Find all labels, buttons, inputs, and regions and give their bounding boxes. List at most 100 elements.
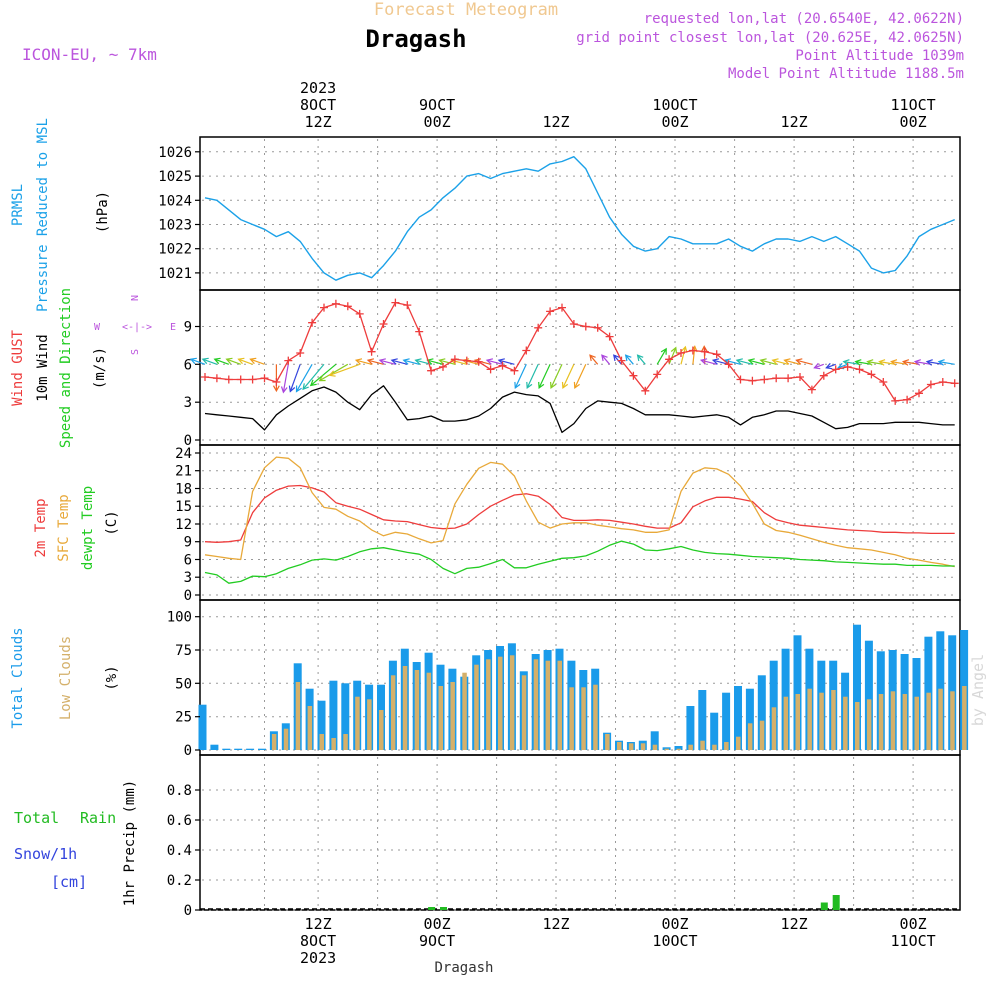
- legend-snow: Snow/1h: [14, 845, 77, 863]
- wind-ytick-1: 3: [184, 395, 192, 411]
- gust-marker-44: [724, 360, 733, 369]
- wind-arrow-shaft-18: [403, 359, 420, 365]
- legend-total: Total: [14, 809, 59, 827]
- wind-arrow-head-60: [901, 359, 910, 366]
- gust-marker-50: [796, 373, 804, 381]
- low-cloud-bar-44: [724, 742, 729, 750]
- wind-direction-arrow-35: [612, 354, 622, 365]
- bottom-time-label-2-0: 12Z: [542, 915, 569, 933]
- wind-arrow-head-42: [700, 345, 708, 352]
- wind-direction-arrow-58: [878, 359, 896, 366]
- temperature-ytick-2: 6: [184, 553, 192, 569]
- wind-arrow-head-28: [526, 381, 533, 390]
- gust-marker-34: [605, 332, 614, 341]
- wind-arrow-shaft-5: [250, 358, 265, 365]
- wind-direction-arrow-55: [842, 359, 860, 366]
- low-cloud-bar-32: [581, 687, 586, 750]
- pressure-ytick-1: 1022: [158, 242, 192, 258]
- top-time-label-0-0: 2023: [300, 79, 336, 97]
- wind-arrow-shaft-47: [748, 359, 765, 365]
- wind-arrow-shaft-27: [514, 364, 527, 389]
- compass-e: E: [170, 322, 176, 333]
- low-cloud-bar-61: [926, 692, 931, 750]
- gust-marker-58: [891, 396, 900, 405]
- wind-arrow-head-37: [636, 354, 644, 362]
- top-time-label-1-0: 9OCT: [419, 96, 455, 114]
- low-cloud-bar-16: [390, 675, 396, 750]
- rain-bar-3: [832, 895, 840, 910]
- bottom-time-label-0-2: 2023: [300, 949, 336, 967]
- wind-arrow-shaft-1: [202, 358, 218, 365]
- wind-direction-arrow-63: [937, 359, 955, 366]
- precip-ylabels: 1hr Precip (mm) Total Rain Snow/1h [cm]: [14, 780, 138, 906]
- wind-arrow-shaft-28: [526, 364, 539, 389]
- total-cloud-bar-56: [864, 640, 873, 750]
- wind-arrow-shaft-8: [289, 364, 301, 392]
- wind-arrow-head-16: [378, 358, 386, 365]
- gust-marker-7: [284, 356, 293, 365]
- low-cloud-bar-27: [521, 675, 527, 750]
- wind-arrow-head-50: [783, 358, 791, 365]
- wind-arrow-shaft-29: [538, 364, 551, 389]
- low-cloud-bar-34: [605, 734, 610, 750]
- bottom-time-label-3-1: 10OCT: [652, 932, 697, 950]
- precip-ytick-0: 0: [184, 903, 192, 919]
- wind-arrow-shaft-62: [926, 361, 943, 365]
- wind-ylabel-unit: (m/s): [92, 347, 108, 389]
- wind-arrow-head-63: [937, 359, 945, 366]
- wind-arrow-shaft-43: [701, 359, 717, 365]
- gust-marker-1: [212, 374, 221, 383]
- temperature-ytick-8: 24: [175, 446, 192, 462]
- wind-direction-arrow-28: [526, 364, 539, 390]
- wind-arrow-head-2: [213, 357, 221, 365]
- top-time-label-3-1: 00Z: [661, 113, 688, 131]
- temp-line-1: [204, 456, 955, 568]
- wind-arrow-shaft-56: [855, 361, 872, 365]
- gust-marker-60: [915, 389, 923, 398]
- wind-arrow-head-39: [670, 346, 678, 354]
- low-cloud-bar-47: [759, 720, 765, 750]
- gust-marker-25: [498, 361, 507, 370]
- wind-arrow-shaft-21: [439, 359, 456, 365]
- total-cloud-bar-0: [198, 704, 207, 750]
- wind-arrow-head-51: [795, 358, 803, 365]
- wind-arrow-shaft-46: [736, 359, 753, 365]
- wind-arrow-shaft-25: [486, 359, 503, 365]
- gust-marker-17: [403, 301, 412, 310]
- low-cloud-bar-20: [438, 686, 443, 750]
- wind-arrow-shaft-7: [282, 364, 289, 393]
- total-cloud-bar-38: [650, 731, 659, 750]
- gust-marker-12: [343, 302, 352, 311]
- gust-marker-36: [629, 371, 638, 380]
- total-cloud-bar-47: [757, 675, 766, 750]
- wind-direction-arrow-15: [366, 358, 384, 365]
- wind-direction-arrow-11: [309, 363, 337, 387]
- wind-arrow-head-14: [354, 358, 363, 365]
- temperature-ytick-4: 12: [175, 517, 192, 533]
- wind-direction-arrow-37: [636, 354, 646, 365]
- wind-arrow-shaft-44: [712, 359, 729, 365]
- total-cloud-bar-41: [686, 706, 695, 750]
- wind-arrow-head-53: [825, 362, 833, 370]
- wind-arrow-head-12: [318, 375, 326, 382]
- wind-direction-arrow-1: [201, 357, 218, 365]
- wind-direction-arrow-8: [288, 364, 301, 393]
- gust-marker-43: [712, 350, 721, 359]
- wind-arrow-head-18: [402, 358, 410, 365]
- top-time-label-4-0: 12Z: [781, 113, 808, 131]
- gust-marker-52: [819, 371, 828, 380]
- wind-arrow-shaft-17: [391, 359, 408, 365]
- gust-marker-48: [772, 374, 781, 383]
- low-cloud-bar-25: [498, 656, 503, 750]
- temperature-ytick-5: 15: [175, 499, 192, 515]
- wind-arrow-shaft-55: [843, 361, 860, 365]
- gust-marker-57: [879, 378, 888, 386]
- wind-ylabel-10m: 10m Wind: [35, 334, 51, 401]
- wind-direction-arrow-59: [890, 359, 908, 366]
- top-time-label-0-2: 12Z: [305, 113, 332, 131]
- wind-arrow-head-34: [601, 354, 608, 362]
- pressure-line: [204, 155, 955, 281]
- low-cloud-bar-40: [676, 748, 681, 750]
